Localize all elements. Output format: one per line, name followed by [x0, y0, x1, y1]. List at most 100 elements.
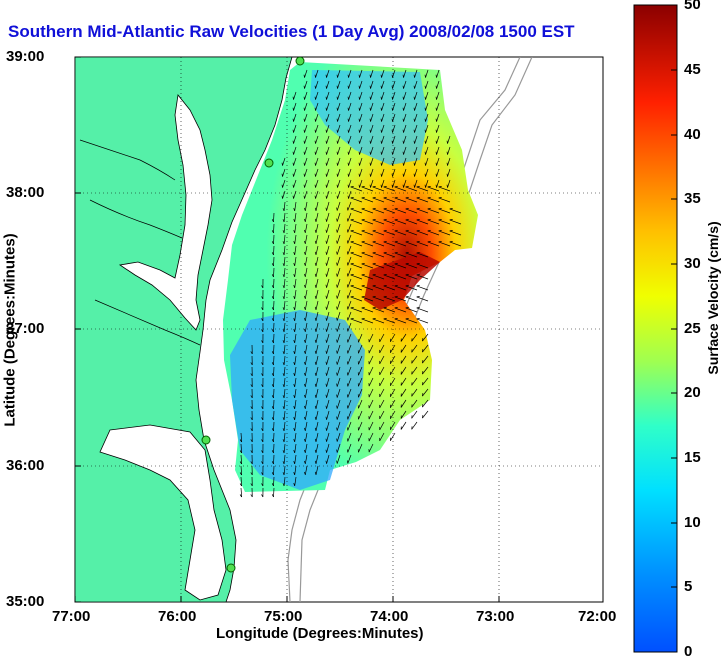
velocity-arrow-head: [428, 241, 431, 242]
velocity-arrow: [274, 279, 275, 288]
velocity-arrow-head: [395, 208, 398, 209]
velocity-arrow-head: [315, 163, 316, 166]
velocity-arrow: [274, 235, 275, 244]
velocity-arrow-head: [395, 318, 398, 319]
velocity-arrow-head: [384, 197, 387, 198]
velocity-arrow-head: [293, 130, 294, 133]
velocity-arrow-head: [315, 185, 316, 188]
velocity-arrow-head: [381, 163, 382, 166]
velocity-arrow-head: [304, 174, 305, 177]
velocity-arrow-head: [373, 285, 376, 286]
velocity-arrow-head: [293, 196, 294, 199]
velocity-arrow: [274, 389, 275, 398]
velocity-arrow-head: [381, 86, 382, 89]
velocity-arrow-head: [373, 252, 376, 253]
velocity-arrow-head: [428, 197, 431, 198]
velocity-arrow-head: [373, 186, 376, 187]
velocity-arrow-head: [304, 196, 305, 199]
velocity-arrow-head: [395, 219, 398, 220]
velocity-arrow-head: [315, 130, 316, 133]
velocity-arrow-head: [428, 219, 431, 220]
velocity-arrow: [274, 477, 275, 486]
velocity-arrow-head: [362, 307, 365, 308]
velocity-arrow-head: [337, 141, 338, 144]
velocity-arrow-head: [422, 360, 423, 363]
velocity-arrow-head: [326, 86, 327, 89]
velocity-arrow-head: [326, 108, 327, 111]
velocity-arrow-head: [373, 241, 376, 242]
colorbar-tick-label: 45: [684, 61, 701, 78]
colorbar-tick-label: 20: [684, 384, 701, 401]
velocity-arrow-head: [384, 274, 387, 275]
velocity-arrow-head: [384, 285, 387, 286]
velocity-arrow: [274, 268, 275, 277]
velocity-arrow-head: [417, 186, 420, 187]
velocity-arrow-head: [304, 163, 305, 166]
velocity-arrow-head: [406, 186, 409, 187]
colorbar-tick-label: 5: [684, 578, 692, 595]
velocity-arrow-head: [351, 274, 354, 275]
x-tick-label: 74:00: [370, 608, 408, 625]
velocity-arrow-head: [422, 415, 423, 418]
velocity-arrow-head: [337, 163, 338, 166]
velocity-arrow: [274, 345, 275, 354]
velocity-arrow-head: [417, 274, 420, 275]
velocity-arrow-head: [395, 296, 398, 297]
velocity-arrow-head: [282, 185, 283, 188]
velocity-arrow-head: [403, 97, 404, 100]
colorbar-tick-label: 40: [684, 126, 701, 143]
velocity-arrow-head: [373, 230, 376, 231]
velocity-arrow-head: [406, 307, 409, 308]
velocity-arrow-head: [395, 197, 398, 198]
velocity-arrow-head: [447, 185, 448, 188]
velocity-arrow-head: [395, 274, 398, 275]
velocity-arrow-head: [304, 152, 305, 155]
velocity-arrow-head: [392, 108, 393, 111]
velocity-arrow-head: [422, 371, 423, 374]
velocity-arrow-head: [315, 119, 316, 122]
colorbar-label: Surface Velocity (cm/s): [705, 221, 721, 374]
velocity-arrow-head: [403, 163, 404, 166]
velocity-arrow-head: [351, 197, 354, 198]
velocity-arrow-head: [304, 119, 305, 122]
velocity-arrow-head: [450, 230, 453, 231]
velocity-arrow-head: [392, 152, 393, 155]
velocity-arrow-head: [392, 75, 393, 78]
velocity-arrow-head: [348, 108, 349, 111]
velocity-arrow-head: [348, 130, 349, 133]
velocity-arrow-head: [392, 130, 393, 133]
colorbar-tick-label: 25: [684, 320, 701, 337]
velocity-arrow-head: [425, 185, 426, 188]
velocity-arrow-head: [403, 130, 404, 133]
x-tick-label: 73:00: [476, 608, 514, 625]
velocity-arrow-head: [439, 230, 442, 231]
velocity-arrow-head: [348, 174, 349, 177]
velocity-arrow-head: [337, 130, 338, 133]
velocity-arrow-head: [406, 208, 409, 209]
velocity-arrow-head: [326, 75, 327, 78]
velocity-arrow-head: [414, 163, 415, 166]
velocity-arrow-head: [282, 174, 283, 177]
radar-station-marker: [227, 564, 235, 572]
colorbar-tick-label: 15: [684, 449, 701, 466]
velocity-arrow-head: [381, 130, 382, 133]
velocity-arrow-head: [326, 174, 327, 177]
velocity-arrow-head: [425, 75, 426, 78]
velocity-arrow-head: [293, 141, 294, 144]
velocity-arrow: [274, 444, 275, 453]
velocity-arrow-head: [436, 86, 437, 89]
velocity-arrow: [274, 257, 275, 266]
velocity-arrow-head: [422, 382, 423, 385]
velocity-arrow-head: [337, 108, 338, 111]
velocity-arrow-head: [392, 185, 393, 188]
velocity-arrow-head: [436, 163, 437, 166]
velocity-arrow-head: [384, 296, 387, 297]
velocity-arrow-head: [337, 174, 338, 177]
velocity-arrow-head: [370, 119, 371, 122]
velocity-arrow-head: [414, 174, 415, 177]
velocity-arrow-head: [381, 185, 382, 188]
velocity-arrow-head: [381, 174, 382, 177]
velocity-arrow-head: [447, 141, 448, 144]
velocity-arrow-head: [417, 230, 420, 231]
